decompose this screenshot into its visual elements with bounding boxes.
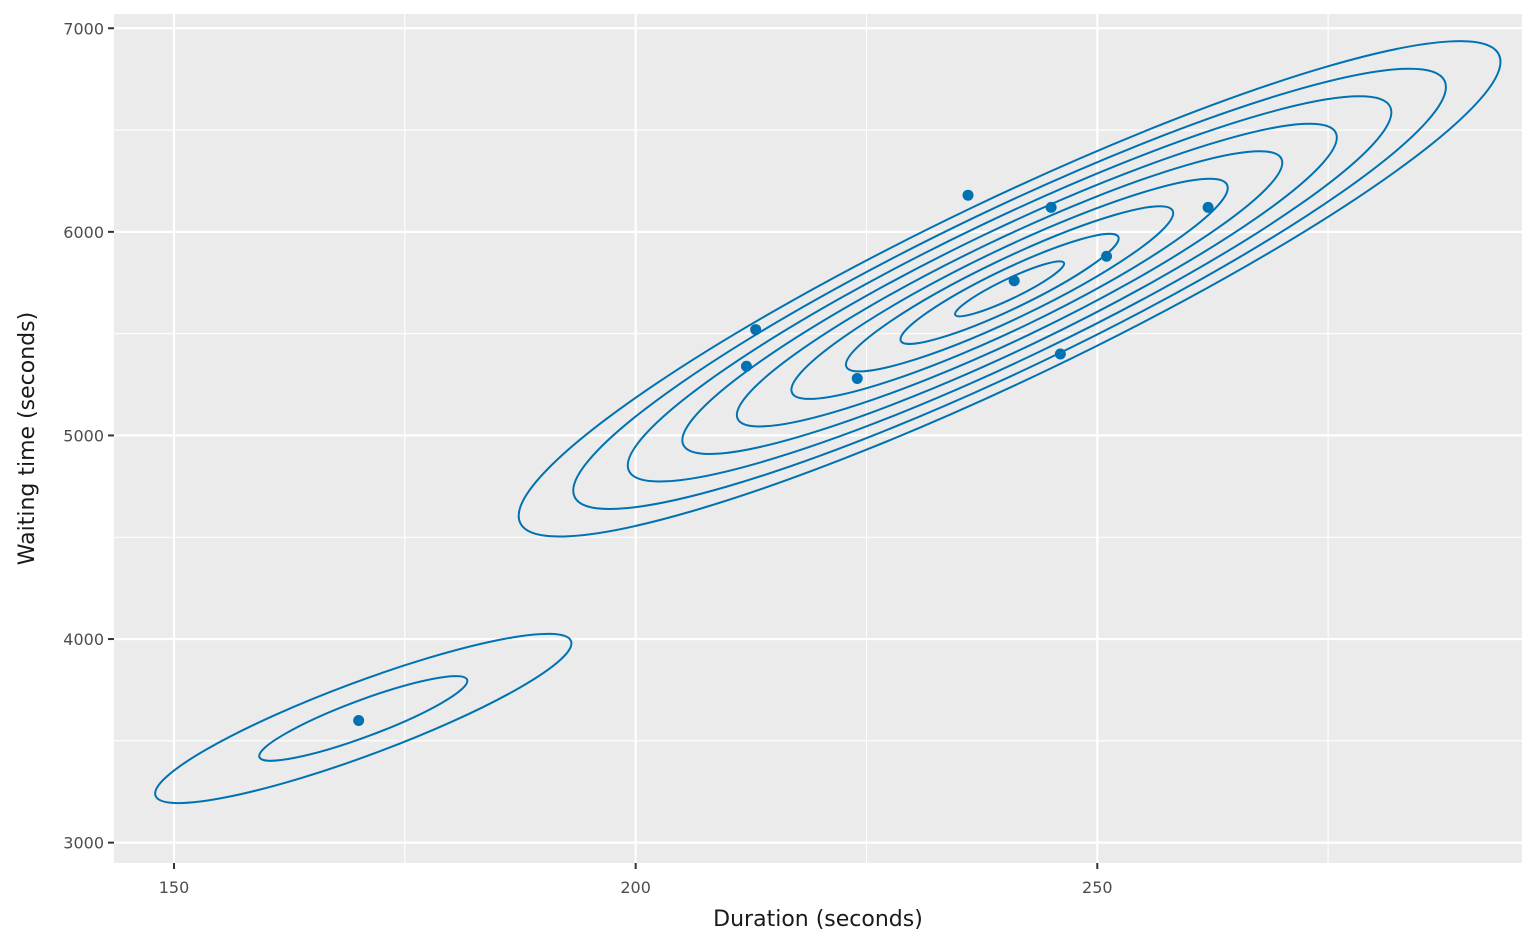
x-tick-label: 250 (1082, 878, 1113, 897)
data-point (1008, 275, 1020, 287)
data-point (1202, 201, 1214, 213)
y-tick-label: 5000 (63, 426, 104, 445)
data-point (1101, 250, 1113, 262)
data-point (851, 372, 863, 384)
y-axis: 3000 4000 5000 6000 7000 (63, 19, 114, 853)
y-tick-label: 6000 (63, 223, 104, 242)
density-contour (572, 67, 1447, 511)
density-contour (517, 40, 1502, 538)
x-tick-label: 200 (620, 878, 651, 897)
major-grid (114, 14, 1522, 863)
x-tick-label: 150 (159, 878, 190, 897)
data-point (750, 324, 762, 336)
density-contour (258, 675, 469, 762)
density-contour (735, 150, 1284, 428)
density-contour (844, 205, 1175, 373)
data-point (962, 189, 974, 201)
data-point (353, 714, 365, 726)
density-contours (154, 40, 1502, 805)
y-axis-title: Waiting time (seconds) (15, 312, 40, 565)
density-contour (626, 95, 1393, 483)
data-point (740, 360, 752, 372)
y-tick-label: 3000 (63, 834, 104, 853)
y-tick-label: 4000 (63, 630, 104, 649)
density-contour (681, 122, 1338, 455)
plot-panel (114, 14, 1522, 863)
density-contour (790, 177, 1229, 400)
density-contour (154, 632, 573, 805)
x-axis-title: Duration (seconds) (713, 907, 923, 932)
data-point (1045, 201, 1057, 213)
density-contour (954, 260, 1066, 318)
data-point (1054, 348, 1066, 360)
x-axis: 150 200 250 (159, 863, 1113, 897)
density-contour (899, 232, 1120, 345)
y-tick-label: 7000 (63, 19, 104, 38)
data-points (353, 189, 1214, 726)
